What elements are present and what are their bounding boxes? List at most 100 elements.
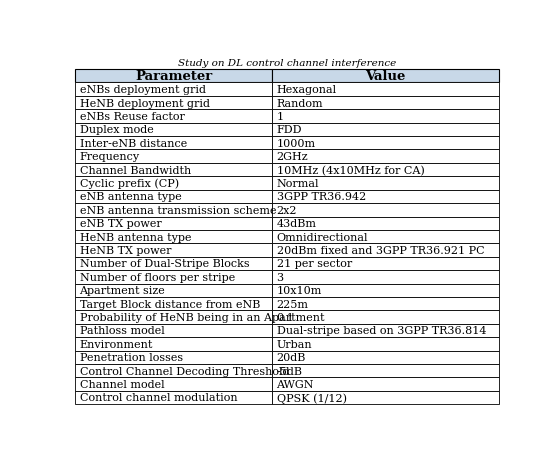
Bar (272, 297, 499, 311)
Bar (272, 364, 499, 377)
Bar (75, 177, 272, 190)
Bar (75, 217, 272, 230)
Text: 3GPP TR36.942: 3GPP TR36.942 (277, 192, 366, 202)
Text: 2x2: 2x2 (277, 205, 297, 215)
Bar (75, 351, 272, 364)
Text: Normal: Normal (277, 179, 319, 189)
Text: Number of floors per stripe: Number of floors per stripe (80, 272, 235, 282)
Text: Control channel modulation: Control channel modulation (80, 392, 237, 403)
Bar (272, 190, 499, 204)
Text: eNBs Reuse factor: eNBs Reuse factor (80, 112, 184, 122)
Bar (272, 123, 499, 137)
Bar (75, 190, 272, 204)
Text: 10MHz (4x10MHz for CA): 10MHz (4x10MHz for CA) (277, 165, 424, 175)
Bar (272, 204, 499, 217)
Bar (75, 297, 272, 311)
Bar (272, 284, 499, 297)
Text: 1000m: 1000m (277, 139, 316, 148)
Bar (272, 270, 499, 284)
Bar (75, 270, 272, 284)
Text: Environment: Environment (80, 339, 153, 349)
Bar (272, 230, 499, 244)
Bar (75, 244, 272, 257)
Text: 43dBm: 43dBm (277, 219, 316, 229)
Text: Dual-stripe based on 3GPP TR36.814: Dual-stripe based on 3GPP TR36.814 (277, 326, 486, 336)
Text: HeNB TX power: HeNB TX power (80, 246, 171, 256)
Bar (75, 83, 272, 97)
Text: 0.1: 0.1 (277, 313, 294, 322)
Bar (75, 97, 272, 110)
Text: Channel model: Channel model (80, 379, 164, 389)
Text: Control Channel Decoding Threshold: Control Channel Decoding Threshold (80, 366, 289, 376)
Bar (75, 311, 272, 324)
Bar (75, 110, 272, 123)
Bar (272, 244, 499, 257)
Bar (75, 364, 272, 377)
Text: Study on DL control channel interference: Study on DL control channel interference (178, 59, 396, 68)
Text: Pathloss model: Pathloss model (80, 326, 164, 336)
Bar (272, 163, 499, 177)
Text: Target Block distance from eNB: Target Block distance from eNB (80, 299, 260, 309)
Text: eNB TX power: eNB TX power (80, 219, 161, 229)
Text: Frequency: Frequency (80, 152, 139, 162)
Bar (272, 257, 499, 270)
Bar (75, 230, 272, 244)
Bar (75, 377, 272, 391)
Bar (272, 377, 499, 391)
Text: FDD: FDD (277, 125, 302, 135)
Text: HeNB antenna type: HeNB antenna type (80, 232, 191, 242)
Text: 225m: 225m (277, 299, 309, 309)
Bar (75, 257, 272, 270)
Bar (272, 137, 499, 150)
Bar (75, 137, 272, 150)
Bar (272, 110, 499, 123)
Bar (272, 217, 499, 230)
Text: Value: Value (365, 70, 405, 83)
Text: QPSK (1/12): QPSK (1/12) (277, 392, 347, 403)
Text: eNB antenna transmission scheme: eNB antenna transmission scheme (80, 205, 276, 215)
Text: Hexagonal: Hexagonal (277, 85, 337, 95)
Bar (272, 70, 499, 83)
Text: 20dBm fixed and 3GPP TR36.921 PC: 20dBm fixed and 3GPP TR36.921 PC (277, 246, 484, 256)
Text: 10x10m: 10x10m (277, 285, 322, 296)
Bar (272, 337, 499, 351)
Text: Penetration losses: Penetration losses (80, 353, 183, 363)
Text: Apartment size: Apartment size (80, 285, 165, 296)
Bar (75, 163, 272, 177)
Bar (272, 150, 499, 163)
Text: 21 per sector: 21 per sector (277, 259, 352, 269)
Bar (75, 70, 272, 83)
Bar (75, 284, 272, 297)
Bar (75, 324, 272, 337)
Bar (272, 83, 499, 97)
Bar (75, 204, 272, 217)
Bar (272, 311, 499, 324)
Text: -5dB: -5dB (277, 366, 302, 376)
Text: HeNB deployment grid: HeNB deployment grid (80, 98, 209, 108)
Text: AWGN: AWGN (277, 379, 314, 389)
Bar (272, 351, 499, 364)
Text: Probability of HeNB being in an Apartment: Probability of HeNB being in an Apartmen… (80, 313, 324, 322)
Text: Cyclic prefix (CP): Cyclic prefix (CP) (80, 179, 179, 189)
Text: 20dB: 20dB (277, 353, 306, 363)
Bar (75, 150, 272, 163)
Bar (272, 324, 499, 337)
Text: Omnidirectional: Omnidirectional (277, 232, 368, 242)
Text: eNBs deployment grid: eNBs deployment grid (80, 85, 206, 95)
Text: 2GHz: 2GHz (277, 152, 308, 162)
Text: Urban: Urban (277, 339, 312, 349)
Bar (272, 97, 499, 110)
Text: 1: 1 (277, 112, 283, 122)
Text: Random: Random (277, 98, 323, 108)
Text: 3: 3 (277, 272, 283, 282)
Text: Duplex mode: Duplex mode (80, 125, 153, 135)
Bar (75, 391, 272, 404)
Bar (75, 337, 272, 351)
Text: Number of Dual-Stripe Blocks: Number of Dual-Stripe Blocks (80, 259, 249, 269)
Text: eNB antenna type: eNB antenna type (80, 192, 181, 202)
Text: Channel Bandwidth: Channel Bandwidth (80, 165, 191, 175)
Bar (75, 123, 272, 137)
Bar (272, 177, 499, 190)
Text: Parameter: Parameter (135, 70, 212, 83)
Bar (272, 391, 499, 404)
